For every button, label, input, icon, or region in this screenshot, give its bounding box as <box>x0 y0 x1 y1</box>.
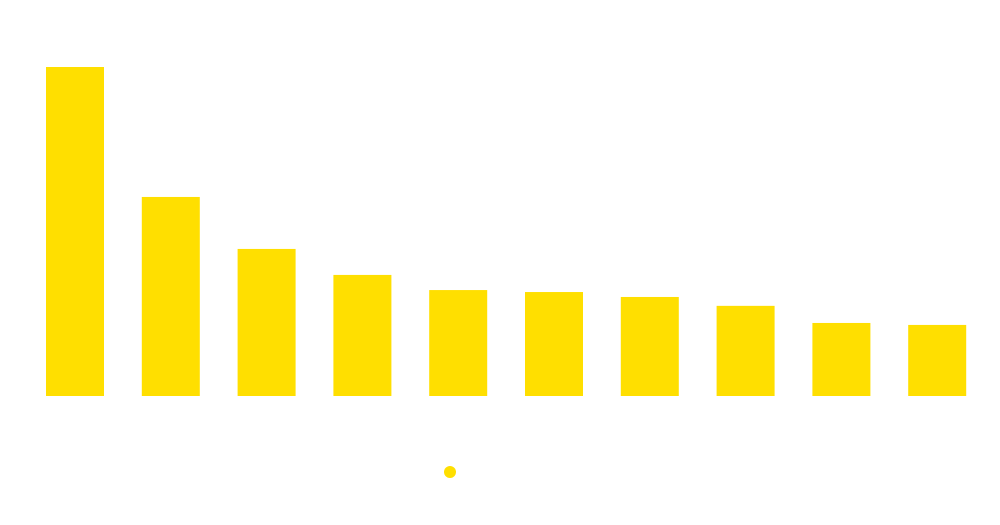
bar-9[interactable] <box>812 322 871 396</box>
bar-10[interactable] <box>908 324 967 396</box>
legend-marker[interactable] <box>444 466 456 478</box>
bar-1[interactable] <box>46 67 104 396</box>
bar-4[interactable] <box>333 274 392 396</box>
bars-group <box>46 67 967 396</box>
bar-8[interactable] <box>716 305 775 396</box>
bar-3[interactable] <box>237 248 296 396</box>
bar-6[interactable] <box>525 292 583 396</box>
bar-5[interactable] <box>429 290 488 396</box>
legend[interactable] <box>444 466 456 478</box>
bar-7[interactable] <box>620 296 679 396</box>
bar-2[interactable] <box>141 196 200 396</box>
